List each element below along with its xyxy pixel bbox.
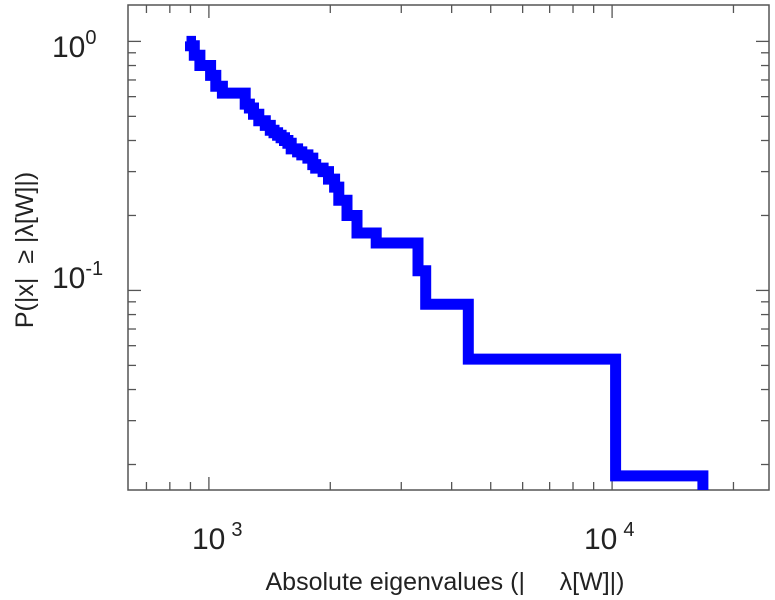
y-axis-label: P(|x| ≥ |λ[W]|): [11, 172, 39, 328]
series-line-0: [185, 35, 709, 490]
x-axis-label: Absolute eigenvalues (| λ[W]|): [266, 568, 625, 596]
minor-ticks: [128, 5, 769, 490]
x-tick-label-0: 10 3: [192, 519, 243, 556]
y-tick-label-1: 10-1: [52, 258, 103, 295]
plot-frame: [127, 4, 770, 491]
x-tick-label-1: 10 4: [584, 519, 635, 556]
y-tick-label-0: 100: [52, 27, 97, 64]
major-ticks: [128, 5, 769, 490]
series-layer: [185, 35, 709, 490]
